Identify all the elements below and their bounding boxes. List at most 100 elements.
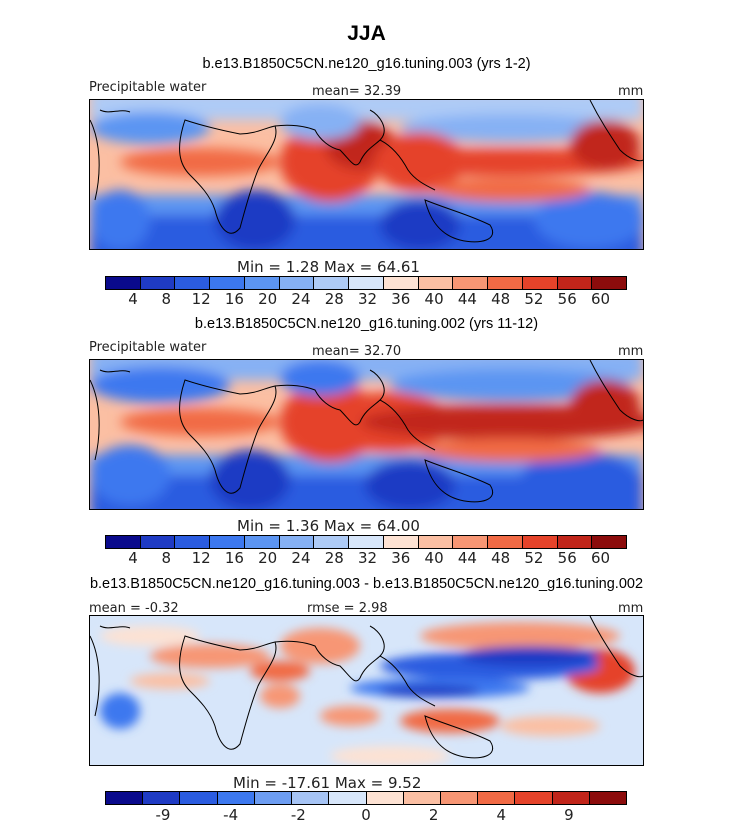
panel1-colorbar-swatch [522, 277, 558, 289]
panel2-colorbar-swatch [557, 536, 593, 548]
panel2-colorbar-swatch [175, 536, 211, 548]
colorbar-tick-label: 32 [357, 290, 378, 308]
panel1-subtitle: b.e13.B1850C5CN.ne120_g16.tuning.003 (yr… [202, 56, 531, 72]
colorbar-tick-label: 24 [291, 549, 311, 567]
colorbar-tick-label: 12 [191, 290, 211, 308]
panel2-map [89, 359, 644, 510]
panel2-mean-label: mean= 32.70 [312, 344, 402, 359]
panel2-colorbar-swatch [314, 536, 350, 548]
colorbar-tick-label: 4 [496, 806, 507, 824]
panel1-colorbar-swatch [488, 277, 523, 289]
panel3-colorbar-swatch [552, 792, 590, 804]
panel1-colorbar-swatch [244, 277, 280, 289]
panel3-colorbar [105, 791, 627, 805]
colorbar-tick-label: 24 [291, 290, 311, 308]
page-title: JJA [347, 22, 386, 45]
panel2-colorbar-swatch [349, 536, 384, 548]
colorbar-tick-label: 36 [391, 290, 411, 308]
panel3-units-label: mm [618, 601, 644, 616]
panel2-colorbar-swatch [383, 536, 419, 548]
colorbar-tick-label: 48 [491, 549, 511, 567]
panel3-colorbar-swatch [143, 792, 181, 804]
panel1-variable-label: Precipitable water [89, 80, 207, 95]
panel1-colorbar-swatch [453, 277, 489, 289]
panel3-colorbar-ticks: -9 -4 -2 0 2 4 9 [155, 806, 577, 824]
panel3-colorbar-swatch [292, 792, 330, 804]
panel3-colorbar-swatch [403, 792, 441, 804]
panel3-colorbar-swatch [106, 792, 144, 804]
panel1-colorbar-swatch [349, 277, 384, 289]
panel2-colorbar-swatch [453, 536, 489, 548]
colorbar-tick-label: 44 [457, 290, 477, 308]
panel3-colorbar-swatch [329, 792, 367, 804]
colorbar-tick-label: 48 [491, 290, 511, 308]
panel3-colorbar-swatch [254, 792, 293, 804]
panel2-colorbar-ticks: 4 8 12 16 20 24 28 32 36 40 44 48 52 56 60 [125, 549, 611, 567]
colorbar-tick-label: -2 [290, 806, 306, 824]
colorbar-tick-label: 32 [357, 549, 378, 567]
panel3-minmax: Min = -17.61 Max = 9.52 [233, 774, 422, 792]
colorbar-tick-label: 40 [424, 549, 444, 567]
panel2-colorbar-swatch [488, 536, 523, 548]
panel1-colorbar-ticks: 4 8 12 16 20 24 28 32 36 40 44 48 52 56 60 [125, 290, 611, 308]
panel3-colorbar-swatch [515, 792, 553, 804]
panel2-subtitle: b.e13.B1850C5CN.ne120_g16.tuning.002 (yr… [194, 316, 539, 332]
colorbar-tick-label: 20 [258, 290, 278, 308]
panel1-colorbar-swatch [557, 277, 593, 289]
panel3-colorbar-swatch [366, 792, 404, 804]
panel1-colorbar [105, 276, 627, 290]
panel3-colorbar-swatch [478, 792, 516, 804]
colorbar-tick-label: -9 [155, 806, 171, 824]
colorbar-tick-label: 36 [391, 549, 411, 567]
colorbar-tick-label: 4 [128, 549, 138, 567]
panel2-colorbar [105, 535, 627, 549]
colorbar-tick-label: 0 [361, 806, 371, 824]
panel3-map [89, 615, 644, 766]
panel2-colorbar-swatch [106, 536, 141, 548]
panel1-colorbar-swatch [210, 277, 245, 289]
panel3-subtitle: b.e13.B1850C5CN.ne120_g16.tuning.003 - b… [89, 576, 644, 592]
panel1-colorbar-swatch [418, 277, 454, 289]
panel2-colorbar-swatch [210, 536, 245, 548]
panel1-colorbar-swatch [592, 277, 627, 289]
panel2-colorbar-swatch [592, 536, 627, 548]
colorbar-tick-label: 8 [161, 290, 172, 308]
panel1-colorbar-swatch [314, 277, 350, 289]
panel1-minmax: Min = 1.28 Max = 64.61 [237, 258, 420, 276]
colorbar-tick-label: 4 [128, 290, 138, 308]
colorbar-tick-label: 52 [524, 549, 544, 567]
colorbar-tick-label: -4 [223, 806, 239, 824]
colorbar-tick-label: 44 [457, 549, 477, 567]
colorbar-tick-label: 28 [324, 549, 344, 567]
colorbar-tick-label: 40 [424, 290, 444, 308]
colorbar-tick-label: 8 [161, 549, 172, 567]
colorbar-tick-label: 60 [590, 549, 611, 567]
colorbar-tick-label: 16 [224, 290, 244, 308]
panel1-mean-label: mean= 32.39 [312, 84, 402, 99]
colorbar-tick-label: 52 [524, 290, 544, 308]
panel2-variable-label: Precipitable water [89, 340, 207, 355]
panel3-rmse-label: rmse = 2.98 [307, 601, 388, 616]
panel3-colorbar-swatch [589, 792, 627, 804]
panel3-colorbar-swatch [440, 792, 479, 804]
panel1-colorbar-swatch [175, 277, 211, 289]
colorbar-tick-label: 60 [590, 290, 611, 308]
panel3-mean-label: mean = -0.32 [89, 601, 179, 616]
colorbar-tick-label: 20 [258, 549, 278, 567]
panel1-colorbar-swatch [279, 277, 315, 289]
panel2-units-label: mm [618, 344, 644, 359]
panel2-colorbar-swatch [522, 536, 558, 548]
panel2-colorbar-swatch [279, 536, 315, 548]
panel3-colorbar-swatch [217, 792, 255, 804]
panel2-colorbar-swatch [140, 536, 176, 548]
panel1-map [89, 99, 644, 250]
colorbar-tick-label: 12 [191, 549, 211, 567]
panel2-minmax: Min = 1.36 Max = 64.00 [237, 517, 420, 535]
panel1-colorbar-swatch [106, 277, 141, 289]
colorbar-tick-label: 56 [557, 549, 577, 567]
colorbar-tick-label: 9 [564, 806, 574, 824]
panel1-units-label: mm [618, 84, 644, 99]
colorbar-tick-label: 28 [324, 290, 344, 308]
colorbar-tick-label: 16 [224, 549, 244, 567]
panel1-colorbar-swatch [140, 277, 176, 289]
